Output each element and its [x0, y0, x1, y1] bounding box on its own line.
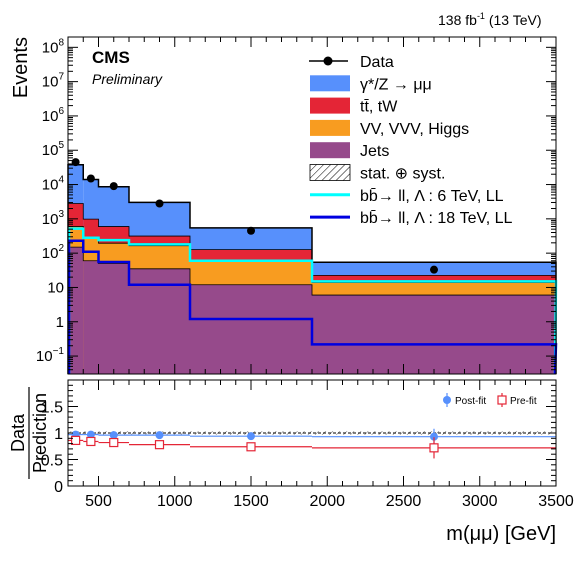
legend-label: Data	[360, 54, 394, 71]
ratio-ylabel-numerator: Data	[8, 413, 28, 452]
data-point	[247, 226, 255, 235]
ratio-point	[71, 435, 81, 446]
ratio-point	[155, 431, 164, 440]
legend-hatch-swatch	[309, 164, 351, 181]
y-tick-label: 104	[42, 175, 65, 194]
legend-label: bb̄→ ll, Λ : 18 TeV, LL	[360, 210, 513, 227]
y-tick-label: 108	[42, 37, 65, 56]
stack-bar-jets	[98, 263, 129, 374]
data-point	[71, 158, 80, 167]
y-tick-label: 105	[42, 140, 65, 159]
ratio-point	[109, 437, 119, 448]
ratio-x-tick-label: 500	[85, 493, 112, 510]
y-tick-label: 102	[42, 243, 65, 262]
data-point	[430, 265, 438, 274]
lumi-label: 138 fb-1 (13 TeV)	[438, 11, 542, 28]
stack-layer-outline	[68, 203, 556, 276]
legend-label: stat. ⊕ syst.	[360, 166, 445, 183]
legend-swatch	[310, 75, 350, 92]
legend-label: γ*/Z → μμ	[360, 76, 432, 93]
ratio-x-tick-label: 1500	[233, 493, 269, 510]
ratio-y-tick-label: 1	[54, 426, 63, 443]
ratio-y-tick-label: 0.5	[41, 453, 63, 470]
ratio-y-tick-label: 0	[54, 479, 63, 496]
stack-bar-jets	[129, 268, 190, 374]
legend-data-marker	[323, 56, 333, 66]
legend-label: Jets	[360, 143, 389, 160]
cms-label: CMS	[92, 48, 130, 67]
y-tick-label: 10	[47, 279, 64, 296]
y-tick-label: 1	[56, 314, 64, 331]
legend-label: bb̄→ ll, Λ : 6 TeV, LL	[360, 187, 504, 204]
stack-bar-jets	[190, 284, 312, 374]
ratio-x-tick-label: 1000	[157, 493, 193, 510]
ratio-legend-marker	[443, 396, 451, 404]
y-tick-label: 103	[42, 209, 65, 228]
legend-label: tt̄, tW	[360, 99, 398, 116]
signal-line-0	[67, 227, 558, 375]
ratio-point	[154, 440, 165, 450]
signal-lines	[67, 227, 558, 375]
stack-bar-jets	[312, 295, 556, 374]
ratio-point	[109, 431, 118, 440]
data-point	[86, 174, 95, 183]
data-point	[155, 199, 164, 208]
y-tick-label: 106	[42, 106, 65, 125]
ratio-ylabel-denominator: Prediction	[30, 393, 50, 473]
x-axis-label: m(μμ) [GeV]	[446, 523, 556, 545]
ratio-x-tick-label: 2500	[386, 493, 422, 510]
y-tick-label: 10−1	[36, 346, 65, 365]
y-tick-label: 107	[42, 72, 65, 91]
stack-bar-jets	[83, 260, 99, 374]
ratio-panel: Post-fit Pre-fit 0 0.5 1 1.5 500 1000 1500 2000 25…	[8, 379, 574, 545]
ratio-x-tick-label: 3500	[538, 493, 574, 510]
signal-line-1	[67, 239, 558, 375]
legend-swatch	[310, 142, 350, 159]
ratio-series-pre-fit	[68, 435, 556, 459]
ratio-legend-label: Post-fit	[455, 396, 486, 407]
legend-swatch	[310, 97, 350, 114]
ratio-y-tick-label: 1.5	[41, 400, 63, 417]
legend: Data γ*/Z → μμ tt̄, tW VV, VVV, Higgs Jets st…	[309, 54, 513, 227]
stack-bar-jets	[68, 247, 84, 374]
ratio-y-axis-label: Data Prediction	[8, 387, 50, 479]
ratio-x-tick-label: 3000	[462, 493, 498, 510]
ratio-point	[430, 432, 438, 441]
ratio-legend-label: Pre-fit	[510, 396, 537, 407]
legend-label: VV, VVV, Higgs	[360, 121, 469, 138]
y-axis-label: Events	[10, 37, 32, 98]
ratio-point	[429, 443, 439, 453]
preliminary-label: Preliminary	[92, 71, 163, 87]
ratio-point	[247, 432, 255, 441]
legend-swatch	[310, 119, 350, 136]
data-point	[109, 182, 118, 191]
ratio-legend-marker	[497, 395, 507, 405]
ratio-x-tick-label: 2000	[309, 493, 345, 510]
ratio-uncertainty-band	[68, 431, 556, 435]
ratio-point	[246, 442, 256, 452]
ratio-point	[86, 430, 95, 439]
data-points	[71, 158, 438, 274]
ratio-point	[86, 436, 96, 447]
